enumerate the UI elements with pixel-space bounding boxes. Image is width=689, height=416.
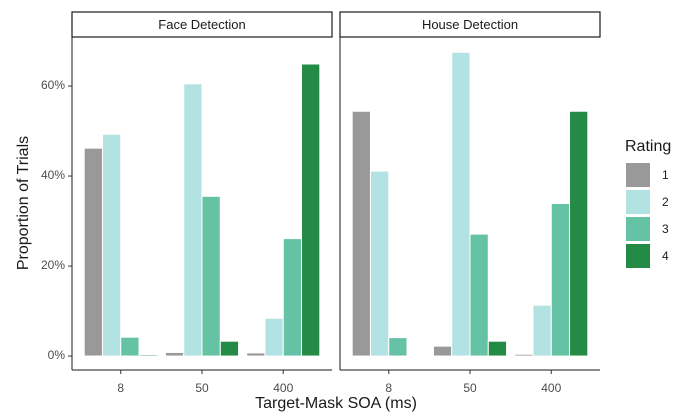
bar — [469, 233, 489, 357]
legend-title: Rating — [625, 138, 671, 155]
x-tick-label: 50 — [195, 381, 209, 395]
bar — [83, 147, 103, 357]
bar — [432, 345, 453, 357]
bar — [550, 203, 571, 357]
facet-strip — [71, 11, 333, 38]
facet-title: Face Detection — [158, 17, 245, 32]
bar — [451, 51, 471, 357]
y-tick-label: 60% — [41, 78, 65, 92]
bar — [138, 354, 158, 357]
x-tick-label: 400 — [541, 381, 561, 395]
bar — [487, 340, 508, 357]
bar — [532, 304, 552, 357]
bar — [120, 336, 140, 357]
bar — [201, 195, 221, 357]
legend-label: 4 — [662, 249, 669, 263]
y-tick-label: 20% — [41, 258, 65, 272]
bar — [301, 63, 321, 357]
bar — [164, 351, 185, 357]
bar — [369, 170, 390, 357]
legend-key — [626, 217, 650, 241]
legend-key — [626, 163, 650, 187]
bar — [569, 110, 589, 357]
legend-label: 1 — [662, 168, 669, 182]
legend-key — [626, 190, 650, 214]
bar — [514, 353, 534, 357]
bar — [264, 317, 284, 357]
bar — [351, 110, 371, 357]
facet-strip — [339, 11, 601, 38]
y-axis-label: Proportion of Trials — [15, 136, 32, 270]
bar — [246, 352, 266, 357]
bar — [406, 354, 426, 357]
legend-key — [626, 244, 650, 268]
bar — [282, 238, 303, 357]
legend-label: 2 — [662, 195, 669, 209]
bar — [219, 340, 240, 357]
x-tick-label: 400 — [273, 381, 293, 395]
x-axis-label: Target-Mask SOA (ms) — [255, 395, 417, 412]
y-tick-label: 0% — [48, 348, 66, 362]
x-tick-label: 8 — [117, 381, 124, 395]
x-tick-label: 50 — [463, 381, 477, 395]
legend-label: 3 — [662, 222, 669, 236]
x-tick-label: 8 — [385, 381, 392, 395]
facet-title: House Detection — [422, 17, 518, 32]
bar — [388, 337, 408, 357]
bar — [101, 133, 122, 357]
y-tick-label: 40% — [41, 168, 65, 182]
bar — [183, 83, 203, 357]
